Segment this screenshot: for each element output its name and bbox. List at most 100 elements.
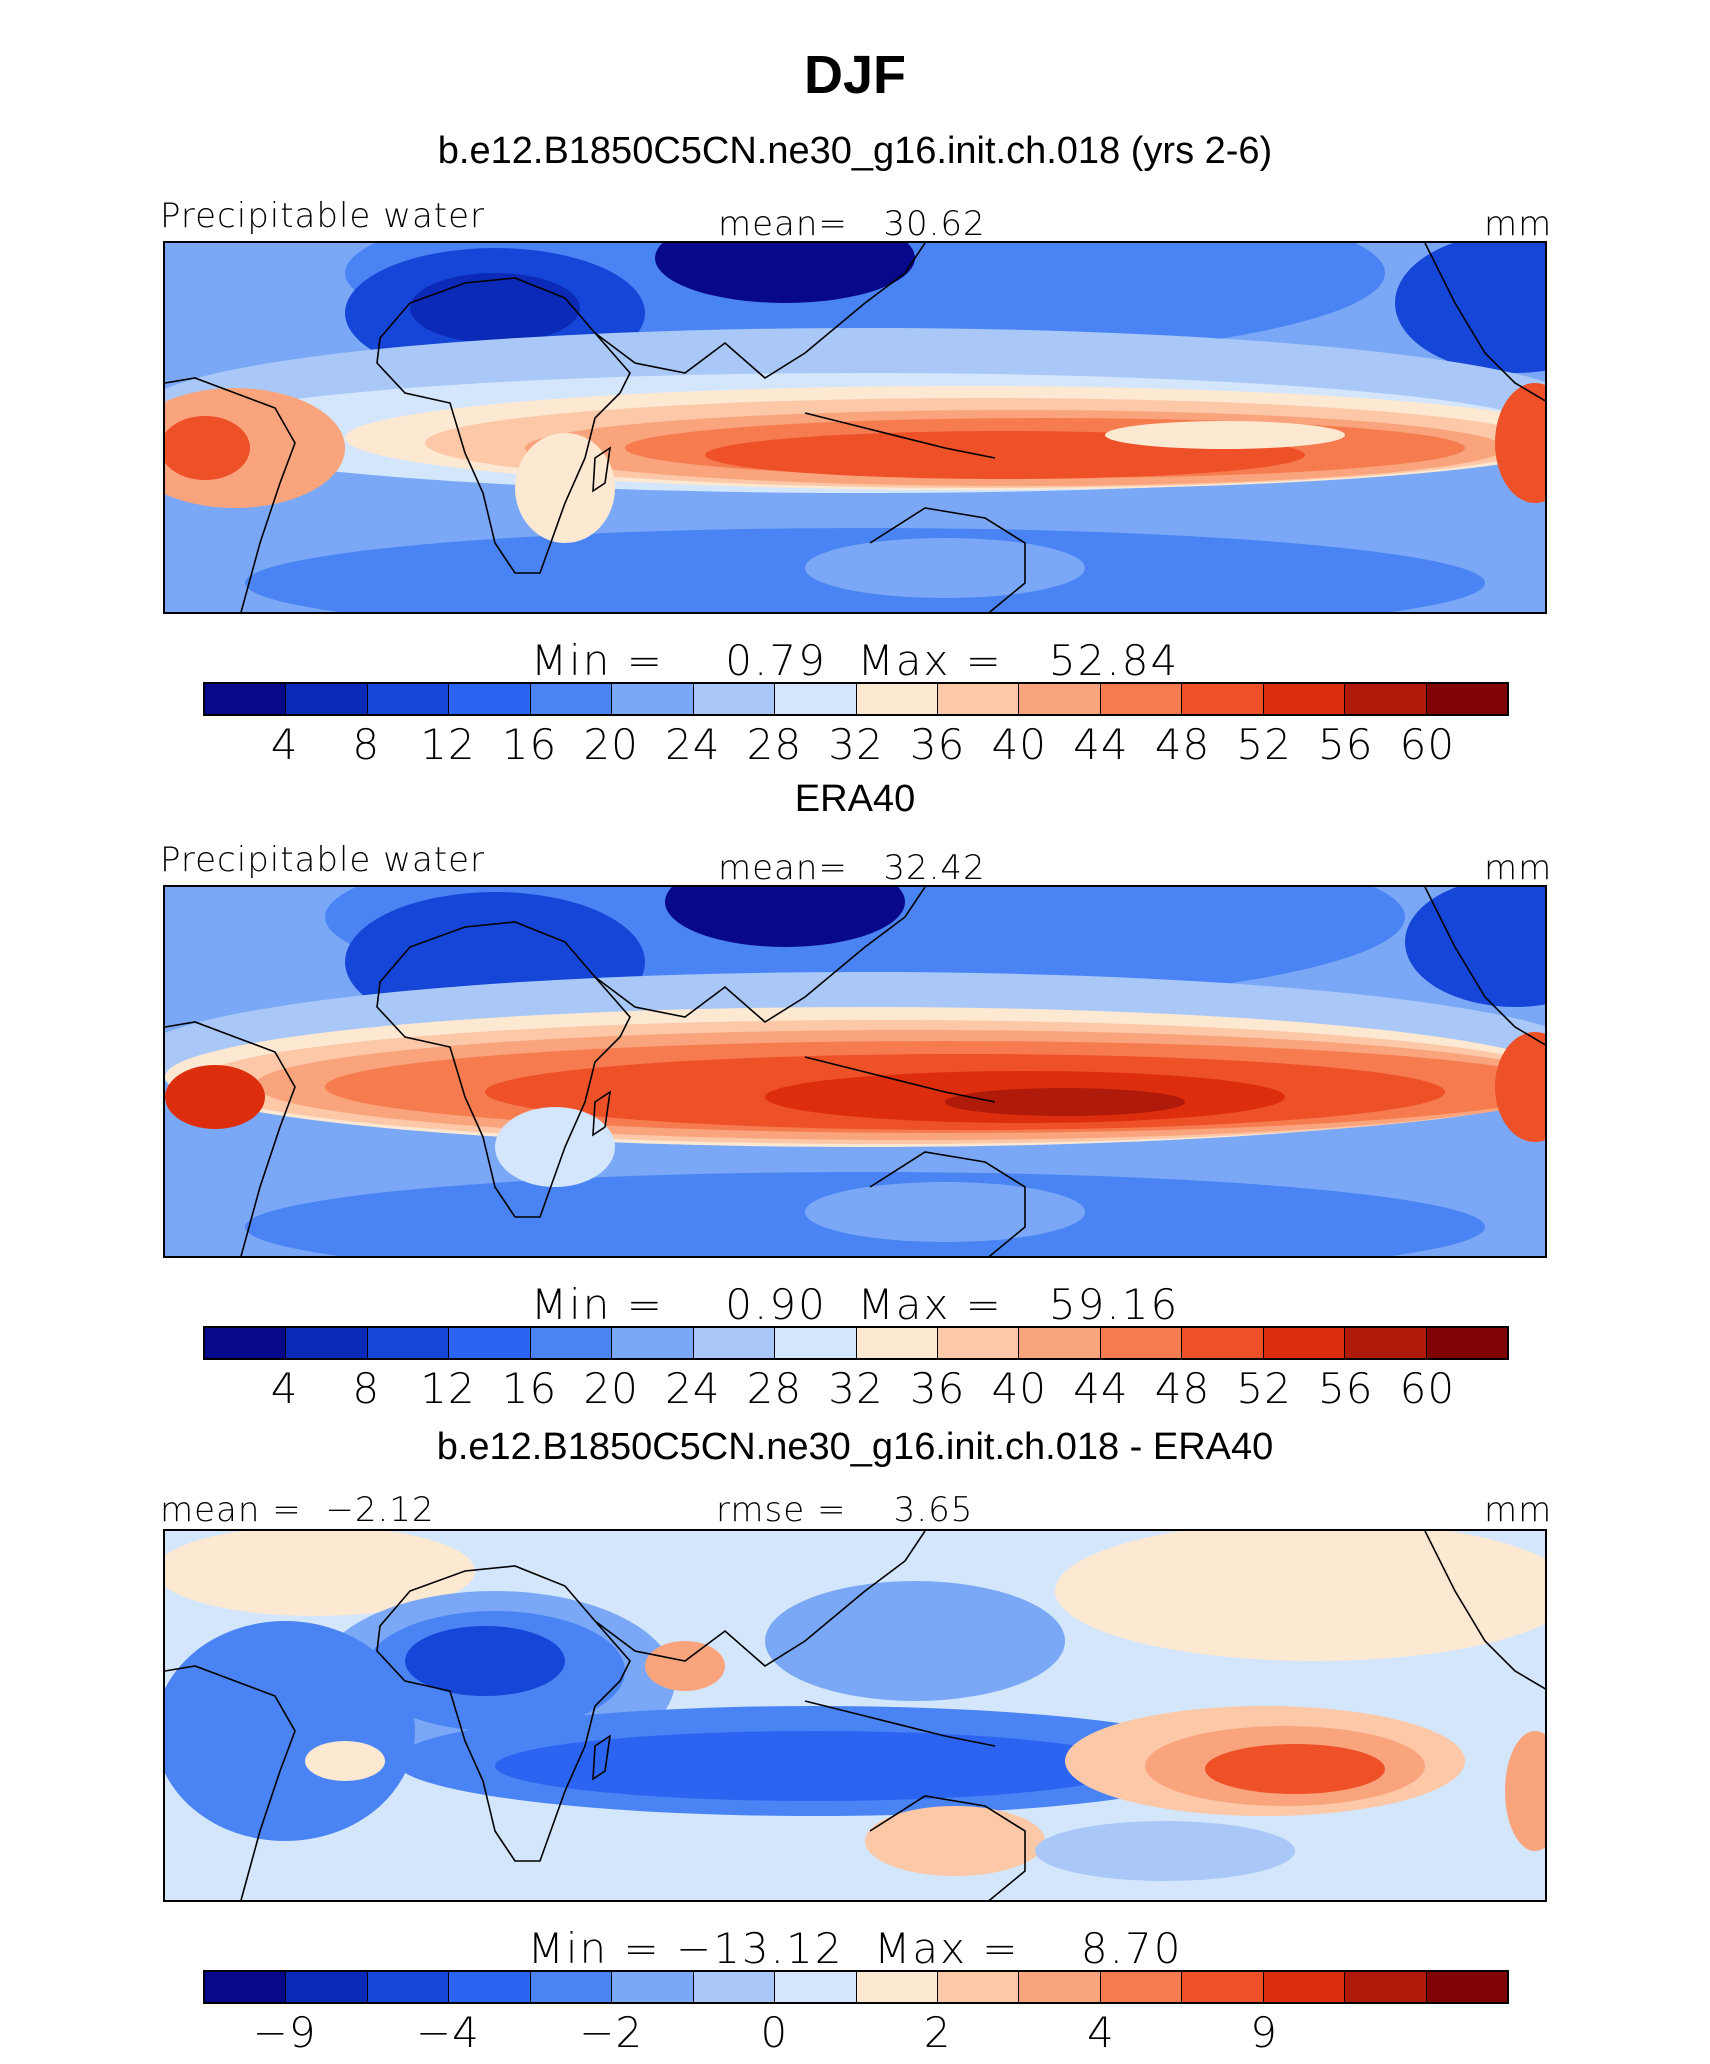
colorbar-cell — [1182, 1328, 1264, 1358]
colorbar-cell — [937, 1972, 1020, 2002]
colorbar-cell — [1182, 684, 1264, 714]
colorbar-cell — [286, 1972, 368, 2002]
obs-minmax-label: Min = 0.90 Max = 59.16 — [530, 1280, 1180, 1329]
colorbar-tick-label: 4 — [270, 1364, 299, 1413]
colorbar-cell — [856, 1972, 938, 2002]
model-minmax-label: Min = 0.79 Max = 52.84 — [530, 636, 1180, 685]
colorbar-cell — [1019, 1972, 1101, 2002]
colorbar-cell — [449, 684, 531, 714]
colorbar-tick-label: 36 — [909, 1364, 966, 1413]
diff-rmse-label: rmse = 3.65 — [716, 1490, 974, 1530]
diff-units-label: mm — [1484, 1490, 1553, 1530]
diff-panel-subtitle: b.e12.B1850C5CN.ne30_g16.init.ch.018 - E… — [436, 1426, 1274, 1468]
colorbar-cell — [1426, 1328, 1507, 1358]
colorbar-tick-label: 52 — [1236, 720, 1292, 769]
colorbar-cell — [1345, 684, 1427, 714]
colorbar-tick-label: 20 — [583, 720, 639, 769]
colorbar-cell — [1019, 1328, 1101, 1358]
model-colorbar — [203, 682, 1509, 716]
colorbar-cell — [775, 1328, 857, 1358]
colorbar-tick-label: 2 — [923, 2008, 952, 2057]
colorbar-tick-label: 4 — [1087, 2008, 1115, 2057]
model-mean-label: mean= 30.62 — [718, 204, 986, 244]
colorbar-tick-label: 4 — [270, 720, 299, 769]
model-coastlines — [165, 243, 1545, 612]
diff-mean-label: mean = −2.12 — [160, 1490, 435, 1530]
obs-colorbar — [203, 1326, 1509, 1360]
colorbar-cell — [856, 684, 938, 714]
model-units-label: mm — [1484, 204, 1553, 244]
model-colorbar-ticks: 4 8 12 16 20 24 28 32 36 40 44 48 52 56 60 — [203, 720, 1509, 770]
colorbar-tick-label: 48 — [1154, 1364, 1211, 1413]
colorbar-cell — [1263, 684, 1346, 714]
colorbar-tick-label: 36 — [909, 720, 966, 769]
colorbar-cell — [1182, 1972, 1264, 2002]
colorbar-cell — [612, 684, 694, 714]
diff-colorbar — [203, 1970, 1509, 2004]
colorbar-tick-label: −4 — [415, 2008, 480, 2057]
colorbar-cell — [693, 1972, 776, 2002]
colorbar-cell — [449, 1972, 531, 2002]
model-map — [163, 241, 1547, 614]
obs-panel-subtitle: ERA40 — [794, 778, 916, 820]
colorbar-cell — [1019, 684, 1101, 714]
colorbar-cell — [856, 1328, 938, 1358]
colorbar-cell — [367, 1328, 450, 1358]
colorbar-cell — [693, 1328, 776, 1358]
colorbar-cell — [1426, 1972, 1507, 2002]
obs-colorbar-ticks: 4 8 12 16 20 24 28 32 36 40 44 48 52 56 60 — [203, 1364, 1509, 1414]
figure-title: DJF — [803, 45, 906, 105]
colorbar-cell — [367, 684, 450, 714]
colorbar-cell — [775, 1972, 857, 2002]
colorbar-cell — [367, 1972, 450, 2002]
colorbar-cell — [693, 684, 776, 714]
colorbar-tick-label: 16 — [501, 720, 558, 769]
colorbar-tick-label: 44 — [1073, 1364, 1129, 1413]
diff-colorbar-ticks: −9 −4 −2 0 2 4 9 — [203, 2008, 1509, 2058]
colorbar-cell — [937, 684, 1020, 714]
colorbar-cell — [1100, 684, 1183, 714]
colorbar-tick-label: 60 — [1399, 1364, 1456, 1413]
colorbar-cell — [286, 1328, 368, 1358]
colorbar-cell — [937, 1328, 1020, 1358]
diff-map — [163, 1529, 1547, 1902]
colorbar-tick-label: 52 — [1236, 1364, 1292, 1413]
colorbar-tick-label: 32 — [828, 720, 884, 769]
colorbar-tick-label: 56 — [1318, 720, 1374, 769]
colorbar-tick-label: −2 — [579, 2008, 644, 2057]
obs-variable-label: Precipitable water — [160, 840, 486, 880]
obs-mean-label: mean= 32.42 — [718, 848, 986, 888]
colorbar-tick-label: 40 — [991, 1364, 1047, 1413]
colorbar-tick-label: 56 — [1318, 1364, 1374, 1413]
colorbar-tick-label: 12 — [420, 720, 476, 769]
model-panel-subtitle: b.e12.B1850C5CN.ne30_g16.init.ch.018 (yr… — [437, 130, 1273, 172]
diff-coastlines — [165, 1531, 1545, 1900]
colorbar-tick-label: 20 — [583, 1364, 639, 1413]
colorbar-cell — [530, 1972, 613, 2002]
colorbar-tick-label: 9 — [1250, 2008, 1278, 2057]
colorbar-tick-label: 12 — [420, 1364, 476, 1413]
colorbar-cell — [1345, 1328, 1427, 1358]
obs-field-contours — [165, 887, 1545, 1256]
colorbar-cell — [205, 1972, 287, 2002]
colorbar-cell — [530, 1328, 613, 1358]
colorbar-tick-label: 8 — [352, 1364, 381, 1413]
colorbar-cell — [1100, 1328, 1183, 1358]
colorbar-tick-label: 28 — [746, 1364, 803, 1413]
colorbar-tick-label: 0 — [760, 2008, 789, 2057]
model-field-contours — [165, 243, 1545, 612]
colorbar-tick-label: 32 — [828, 1364, 884, 1413]
colorbar-cell — [1100, 1972, 1183, 2002]
colorbar-cell — [612, 1972, 694, 2002]
obs-coastlines — [165, 887, 1545, 1256]
colorbar-cell — [775, 684, 857, 714]
obs-map — [163, 885, 1547, 1258]
colorbar-tick-label: 48 — [1154, 720, 1211, 769]
colorbar-cell — [1263, 1328, 1346, 1358]
colorbar-cell — [612, 1328, 694, 1358]
colorbar-cell — [205, 684, 287, 714]
colorbar-cell — [449, 1328, 531, 1358]
diff-field-contours — [165, 1531, 1545, 1900]
colorbar-tick-label: 16 — [501, 1364, 558, 1413]
colorbar-tick-label: 40 — [991, 720, 1047, 769]
